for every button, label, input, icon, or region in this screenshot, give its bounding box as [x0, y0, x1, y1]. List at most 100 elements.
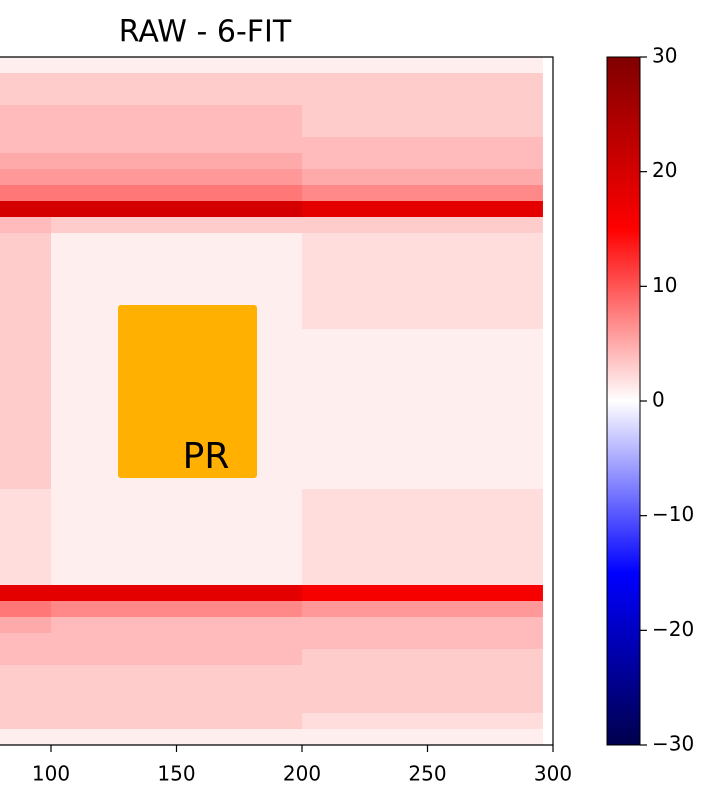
- heatmap-cell: [302, 457, 543, 474]
- heatmap-cell: [302, 729, 543, 746]
- heatmap-cell: [0, 617, 51, 634]
- heatmap-cell: [302, 153, 543, 170]
- heatmap-cell: [302, 409, 543, 426]
- heatmap-cell: [51, 521, 302, 538]
- heatmap-cell: [302, 441, 543, 458]
- heatmap-cell: [51, 57, 302, 74]
- heatmap-cell: [51, 217, 302, 234]
- heatmap-cell: [302, 217, 543, 234]
- heatmap-cell: [51, 697, 302, 714]
- heatmap-cell: [0, 329, 51, 346]
- heatmap-cell: [51, 169, 302, 186]
- heatmap-cell: [302, 297, 543, 314]
- x-tick-label: 150: [157, 762, 195, 786]
- heatmap-cell: [302, 89, 543, 106]
- heatmap-cell: [302, 489, 543, 506]
- heatmap-cell: [51, 137, 302, 154]
- heatmap-cell: [0, 57, 51, 74]
- x-tick-label: 250: [408, 762, 446, 786]
- heatmap-cell: [0, 153, 51, 170]
- heatmap-cell: [51, 553, 302, 570]
- colorbar-tick-label: 0: [652, 388, 665, 412]
- heatmap-cell: [51, 233, 302, 250]
- colorbar-tick-label: −10: [652, 502, 694, 526]
- heatmap-cell: [302, 425, 543, 442]
- heatmap-cell: [51, 617, 302, 634]
- heatmap-cell: [0, 137, 51, 154]
- heatmap-cell: [0, 297, 51, 314]
- heatmap-cell: [0, 409, 51, 426]
- heatmap-cell: [302, 713, 543, 730]
- heatmap-cell: [0, 361, 51, 378]
- heatmap-cell: [302, 281, 543, 298]
- colorbar-tick-label: −20: [652, 617, 694, 641]
- axes-frame: [0, 56, 554, 746]
- heatmap-cell: [0, 265, 51, 282]
- heatmap-cell: [51, 89, 302, 106]
- x-tick-label: 100: [32, 762, 70, 786]
- heatmap-cell: [51, 681, 302, 698]
- heatmap-cell: [0, 665, 51, 682]
- heatmap-cell: [51, 505, 302, 522]
- heatmap-cell: [0, 249, 51, 266]
- heatmap-cell: [302, 313, 543, 330]
- heatmap-cell: [0, 233, 51, 250]
- x-tick-label: 300: [534, 762, 572, 786]
- heatmap-cell: [51, 633, 302, 650]
- heatmap-cell: [0, 649, 51, 666]
- heatmap-cell: [51, 73, 302, 90]
- heatmap-cell: [0, 489, 51, 506]
- heatmap-cell: [0, 185, 51, 202]
- heatmap-cell: [51, 489, 302, 506]
- heatmap-cell: [51, 265, 302, 282]
- heatmap-cell: [0, 121, 51, 138]
- heatmap-cell: [302, 73, 543, 90]
- heatmap-cell: [0, 345, 51, 362]
- heatmap-cell: [0, 217, 51, 234]
- heatmap-cell: [0, 713, 51, 730]
- heatmap-cell: [302, 345, 543, 362]
- heatmap-cell: [51, 665, 302, 682]
- heatmap-cell: [302, 361, 543, 378]
- heatmap-cell: [0, 73, 51, 90]
- heatmap-cell: [0, 201, 51, 218]
- heatmap-cell: [302, 569, 543, 586]
- heatmap-cell: [51, 729, 302, 746]
- heatmap-cell: [302, 649, 543, 666]
- heatmap-cell: [0, 601, 51, 618]
- heatmap-cell: [0, 505, 51, 522]
- heatmap-cell: [0, 457, 51, 474]
- heatmap-cell: [0, 553, 51, 570]
- heatmap-cell: [0, 633, 51, 650]
- heatmap-cell: [0, 473, 51, 490]
- heatmap-cell: [0, 281, 51, 298]
- heatmap-cell: [51, 153, 302, 170]
- heatmap-cell: [0, 377, 51, 394]
- heatmap-cell: [0, 105, 51, 122]
- heatmap-cell: [302, 57, 543, 74]
- heatmap-cell: [51, 185, 302, 202]
- heatmap-cell: [302, 633, 543, 650]
- heatmap-cell: [0, 681, 51, 698]
- heatmap-cell: [302, 121, 543, 138]
- heatmap-cell: [51, 249, 302, 266]
- heatmap-cell: [51, 713, 302, 730]
- heatmap-cell: [0, 569, 51, 586]
- heatmap-cell: [302, 185, 543, 202]
- heatmap-cell: [0, 441, 51, 458]
- heatmap-cell: [0, 393, 51, 410]
- chart-title: RAW - 6-FIT: [119, 15, 292, 50]
- heatmap-cell: [51, 585, 302, 602]
- heatmap-cell: [51, 105, 302, 122]
- heatmap-cell: [0, 729, 51, 746]
- heatmap-cell: [302, 553, 543, 570]
- heatmap-cell: [302, 105, 543, 122]
- heatmap-cell: [0, 89, 51, 106]
- heatmap-cell: [51, 281, 302, 298]
- heatmap-cell: [302, 585, 543, 602]
- heatmap-cell: [51, 537, 302, 554]
- heatmap-cell: [302, 329, 543, 346]
- heatmap-cell: [302, 681, 543, 698]
- heatmap-cell: [0, 169, 51, 186]
